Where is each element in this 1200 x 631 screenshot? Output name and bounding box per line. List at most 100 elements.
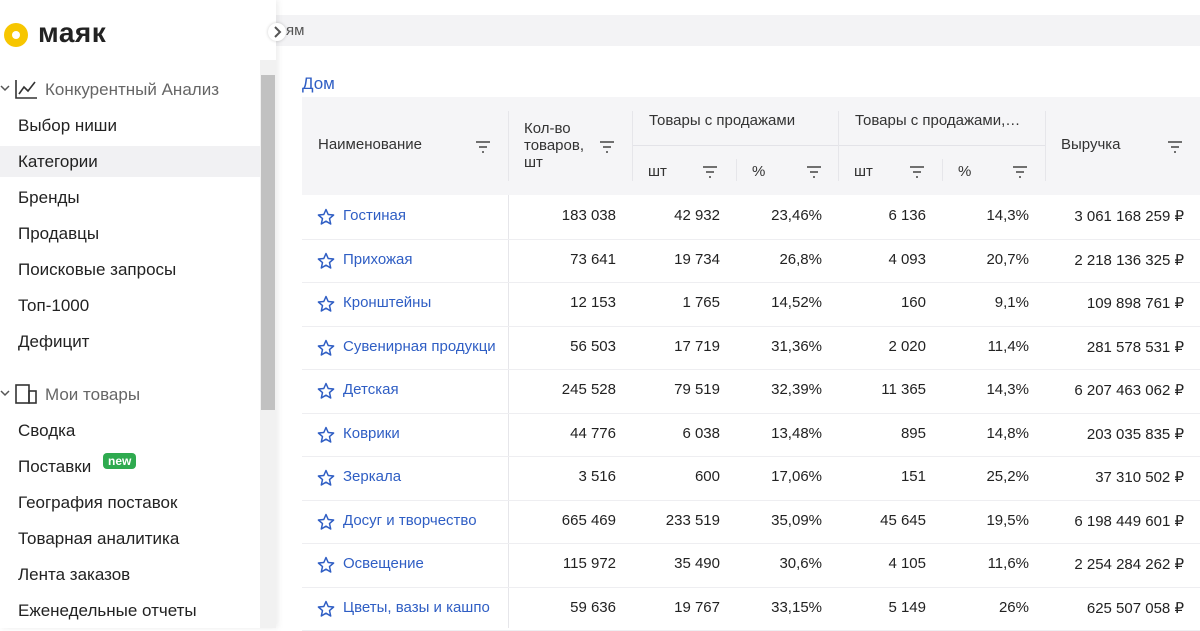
menu-item[interactable]: Выбор ниши: [18, 116, 117, 135]
table-cell: 4 105: [888, 555, 926, 572]
table-cell: 33,15%: [771, 598, 822, 616]
menu-item[interactable]: Лента заказов: [18, 565, 131, 584]
favorite-star[interactable]: [317, 556, 335, 579]
favorite-star[interactable]: [317, 469, 335, 492]
menu-item[interactable]: География поставок: [18, 493, 178, 512]
collapse-button[interactable]: [268, 23, 286, 41]
sub-header[interactable]: %: [958, 163, 972, 180]
table-cell: 59 636: [570, 598, 616, 616]
table-cell: 14,3%: [986, 381, 1029, 398]
expand-chevron[interactable]: [0, 82, 10, 101]
column-divider: [942, 159, 943, 181]
category-link[interactable]: Прихожая: [343, 250, 413, 268]
table-cell: 14,52%: [771, 294, 822, 311]
scrollbar-thumb[interactable]: [261, 75, 275, 410]
sub-header[interactable]: шт: [854, 163, 873, 180]
table-cell: 14,8%: [986, 424, 1029, 442]
table-header: [302, 97, 1200, 195]
row-divider: [302, 412, 1200, 414]
filter-icon[interactable]: [599, 140, 615, 158]
category-link[interactable]: Зеркала: [343, 468, 402, 485]
table-cell: 233 519: [665, 511, 720, 529]
category-link[interactable]: Кронштейны: [343, 294, 432, 311]
column-divider: [632, 111, 633, 181]
table-cell: 2 218 136 325 ₽: [1074, 251, 1184, 269]
menu-item[interactable]: Дефицит: [18, 332, 90, 351]
sub-header[interactable]: шт: [648, 163, 667, 180]
table-cell: 203 035 835 ₽: [1086, 425, 1184, 443]
favorite-star[interactable]: [317, 208, 335, 231]
filter-icon[interactable]: [475, 140, 491, 158]
table-cell: 600: [694, 468, 720, 485]
column-header[interactable]: Выручка: [1061, 136, 1121, 153]
column-divider: [838, 111, 839, 181]
table-cell: 42 932: [674, 207, 720, 224]
favorite-star[interactable]: [317, 426, 335, 449]
row-divider: [302, 238, 1200, 240]
favorite-star[interactable]: [317, 513, 335, 536]
menu-item[interactable]: Категории: [18, 152, 98, 171]
table-cell: 45 645: [880, 511, 926, 529]
expand-chevron[interactable]: [0, 387, 10, 406]
menu-item[interactable]: Поисковые запросы: [18, 260, 177, 279]
category-link[interactable]: Освещение: [343, 555, 424, 572]
table-cell: 79 519: [674, 381, 720, 398]
table-cell: 6 198 449 601 ₽: [1074, 512, 1184, 530]
column-group-header: Товары с продажами: [649, 112, 796, 129]
section-title[interactable]: Мои товары: [45, 385, 141, 404]
category-link[interactable]: Коврики: [343, 424, 400, 442]
category-link[interactable]: Детская: [343, 381, 399, 398]
logo-icon: [4, 23, 28, 47]
favorite-star[interactable]: [317, 339, 335, 362]
table-cell: 31,36%: [771, 337, 822, 355]
filter-icon[interactable]: [909, 165, 925, 183]
favorite-star[interactable]: [317, 600, 335, 623]
category-link[interactable]: Цветы, вазы и кашпо: [343, 598, 490, 616]
column-header[interactable]: Кол-во товаров, шт: [524, 120, 585, 171]
category-link[interactable]: Сувенирная продукци: [343, 337, 496, 355]
table-cell: 183 038: [561, 207, 616, 224]
table-cell: 44 776: [570, 424, 616, 442]
favorite-star[interactable]: [317, 295, 335, 318]
menu-item[interactable]: Продавцы: [18, 224, 100, 243]
logo[interactable]: маяк: [38, 17, 107, 48]
table-cell: 665 469: [561, 511, 616, 529]
section-title[interactable]: Конкурентный Анализ: [45, 80, 219, 99]
menu-item[interactable]: Сводка: [18, 421, 76, 440]
table-cell: 151: [900, 468, 926, 485]
filter-icon[interactable]: [1012, 165, 1028, 183]
category-link[interactable]: Досуг и творчество: [343, 511, 477, 529]
table-cell: 2 254 284 262 ₽: [1074, 556, 1184, 573]
favorite-star[interactable]: [317, 382, 335, 405]
table-cell: 6 038: [682, 424, 720, 442]
menu-item[interactable]: Топ-1000: [18, 296, 90, 315]
filter-icon[interactable]: [1167, 140, 1183, 158]
active-highlight: [0, 146, 260, 177]
column-header[interactable]: Наименование: [318, 136, 422, 153]
column-divider: [736, 159, 737, 181]
table-cell: 19 767: [674, 598, 720, 616]
table-cell: 625 507 058 ₽: [1086, 599, 1184, 617]
breadcrumb[interactable]: Дом: [302, 74, 335, 93]
favorite-star[interactable]: [317, 252, 335, 275]
table-cell: 56 503: [570, 337, 616, 355]
row-divider: [302, 456, 1200, 457]
menu-item[interactable]: Поставки: [18, 457, 92, 476]
column-divider: [508, 111, 509, 181]
table-cell: 73 641: [570, 250, 616, 268]
row-divider: [302, 369, 1200, 370]
menu-item[interactable]: Еженедельные отчеты: [18, 601, 197, 620]
table-cell: 25,2%: [986, 468, 1029, 485]
table-cell: 19,5%: [986, 511, 1029, 529]
category-link[interactable]: Гостиная: [343, 207, 406, 224]
menu-item[interactable]: Бренды: [18, 188, 80, 207]
table-cell: 20,7%: [986, 250, 1029, 268]
sub-header[interactable]: %: [752, 163, 766, 180]
table-cell: 160: [900, 294, 926, 311]
filter-icon[interactable]: [702, 165, 718, 183]
menu-item[interactable]: Товарная аналитика: [18, 529, 180, 548]
row-divider: [302, 543, 1200, 544]
table-cell: 11 365: [881, 381, 926, 398]
filter-icon[interactable]: [806, 165, 822, 183]
table-cell: 3 516: [578, 468, 616, 485]
